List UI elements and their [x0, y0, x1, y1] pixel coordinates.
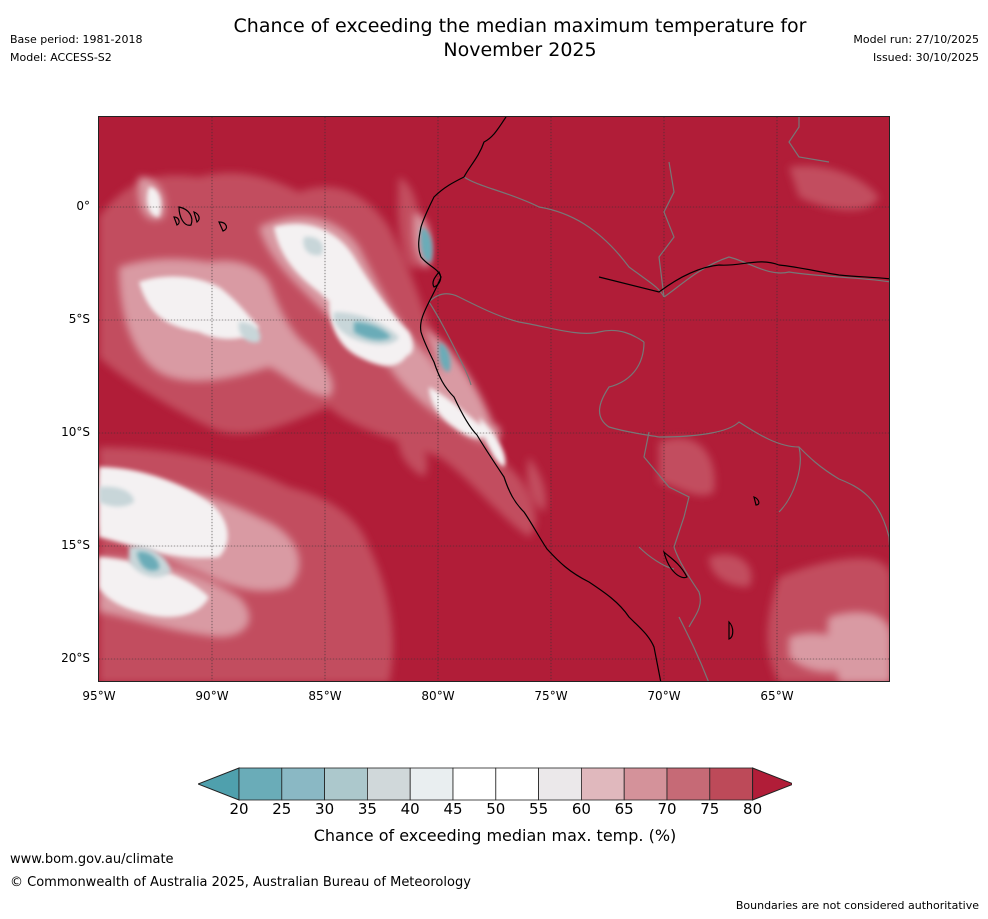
colorbar-tick: 75 [700, 800, 720, 818]
lat-label: 0° [76, 199, 90, 213]
lat-label: 10°S [61, 425, 90, 439]
colorbar-label: Chance of exceeding median max. temp. (%… [313, 826, 677, 845]
colorbar-segment [324, 767, 368, 801]
footer-note: Boundaries are not considered authoritat… [735, 899, 979, 912]
colorbar-segment [366, 767, 411, 801]
lat-label: 15°S [61, 538, 90, 552]
lon-label: 65°W [760, 689, 794, 703]
lon-label: 85°W [308, 689, 342, 703]
colorbar-tick: 50 [486, 800, 506, 818]
colorbar-tick: 30 [315, 800, 335, 818]
model-run: Model run: 27/10/2025 [853, 33, 979, 46]
lon-label: 75°W [534, 689, 568, 703]
colorbar-tick: 35 [357, 800, 377, 818]
map-panel [98, 116, 890, 682]
lon-label: 70°W [647, 689, 681, 703]
colorbar-tick: 60 [571, 800, 591, 818]
lon-label: 80°W [421, 689, 455, 703]
footer-copyright: © Commonwealth of Australia 2025, Austra… [10, 875, 471, 890]
colorbar-tick: 65 [614, 800, 634, 818]
colorbar-tick: 40 [400, 800, 420, 818]
title-line-2: November 2025 [443, 39, 597, 61]
base-period: Base period: 1981-2018 [10, 33, 143, 46]
band-20-30 [137, 227, 451, 571]
colorbar-segment [538, 767, 582, 801]
colorbar-segment [709, 767, 753, 801]
colorbar-tick: 80 [743, 800, 763, 818]
gridlines [99, 117, 889, 681]
colorbar-extend-low [198, 767, 240, 801]
lon-label: 95°W [82, 689, 116, 703]
colorbar-extend-high [752, 767, 792, 801]
colorbar-segment [580, 767, 625, 801]
title-line-1: Chance of exceeding the median maximum t… [233, 15, 807, 37]
colorbar-tick: 55 [529, 800, 549, 818]
meta-right: Model run: 27/10/2025 Issued: 30/10/2025 [853, 31, 979, 67]
colorbar-segment [281, 767, 326, 801]
colorbar-segment [666, 767, 711, 801]
colorbar-segment [452, 767, 497, 801]
colorbar-tick: 20 [229, 800, 249, 818]
coastline [173, 117, 889, 681]
model-name: Model: ACCESS-S2 [10, 51, 112, 64]
map-title: Chance of exceeding the median maximum t… [140, 14, 900, 62]
issued-date: Issued: 30/10/2025 [872, 51, 979, 64]
lat-label: 5°S [68, 312, 90, 326]
footer-url[interactable]: www.bom.gov.au/climate [10, 852, 174, 867]
map-canvas [99, 117, 889, 681]
meta-left: Base period: 1981-2018 Model: ACCESS-S2 [10, 31, 142, 67]
colorbar-tick: 25 [272, 800, 292, 818]
lat-label: 20°S [61, 651, 90, 665]
colorbar [198, 767, 792, 801]
colorbar-segment [409, 767, 454, 801]
colorbar-segment [495, 767, 539, 801]
lon-label: 90°W [195, 689, 229, 703]
colorbar-tick: 45 [443, 800, 463, 818]
colorbar-segment [623, 767, 668, 801]
probability-field [99, 165, 889, 681]
colorbar-tick: 70 [657, 800, 677, 818]
colorbar-segment [238, 767, 283, 801]
